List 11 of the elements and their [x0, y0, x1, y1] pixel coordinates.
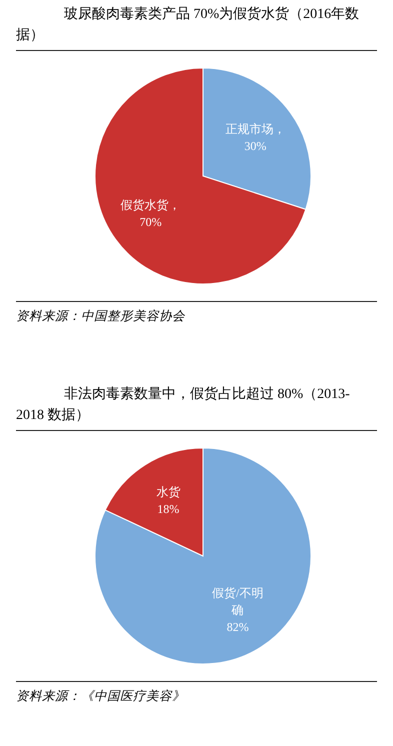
- slice-label: 假货水货，70%: [120, 197, 182, 232]
- pie-slice: [94, 448, 312, 664]
- text: 资料来源：中国整形美容协会: [16, 301, 377, 325]
- data-label: 82%: [226, 620, 249, 634]
- slice-label: 假货/不明确: [212, 586, 264, 618]
- text: 资料来源：《中国医疗美容》: [16, 681, 377, 705]
- chart-title: 玻尿酸肉毒素类产品 70%为假货水货（2016年数据）: [16, 7, 360, 43]
- data-label: 18%: [157, 502, 180, 516]
- chart-title: 非法肉毒素数量中，假货占比超过 80%（2013-2018 数据）: [16, 384, 377, 431]
- slice-label: 正规市场，30%: [224, 120, 286, 155]
- slice-label: 水货: [156, 485, 180, 500]
